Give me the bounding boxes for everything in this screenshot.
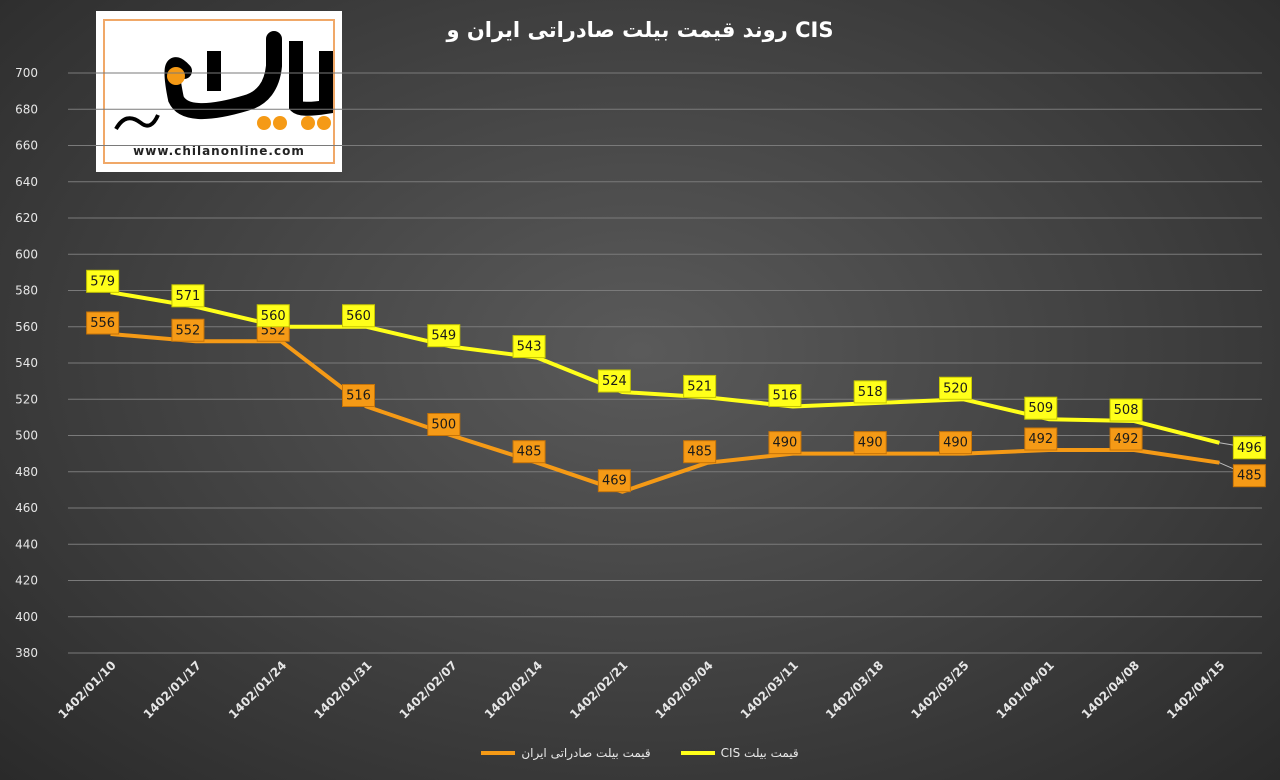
x-tick-label: 1402/03/25 <box>908 658 971 721</box>
data-label: 516 <box>773 389 798 404</box>
data-label: 549 <box>431 329 456 344</box>
data-label-box <box>512 440 546 464</box>
data-label-box <box>939 431 972 455</box>
legend-swatch-cis <box>680 751 715 755</box>
legend-item-cis: قیمت بیلت CIS <box>680 746 799 760</box>
data-label: 485 <box>517 445 542 460</box>
data-label-box <box>1232 464 1266 488</box>
data-label: 571 <box>176 289 201 304</box>
data-label: 485 <box>687 445 712 460</box>
data-label: 490 <box>858 436 883 451</box>
data-label: 492 <box>1028 432 1053 447</box>
data-label: 524 <box>602 374 627 389</box>
legend-swatch-iran <box>481 751 516 755</box>
y-tick-label: 500 <box>15 429 38 443</box>
x-tick-label: 1402/01/17 <box>141 658 204 721</box>
x-tick-label: 1402/03/11 <box>738 658 801 721</box>
y-tick-label: 420 <box>15 574 38 588</box>
data-label-box <box>768 431 802 455</box>
x-tick-label: 1402/03/18 <box>823 658 886 721</box>
series-line-0 <box>110 332 1220 494</box>
data-label-box <box>683 374 717 398</box>
data-label-box <box>171 284 205 308</box>
data-label-box <box>597 369 631 393</box>
legend-label-cis: قیمت بیلت CIS <box>720 746 799 760</box>
data-label-box <box>512 335 546 359</box>
data-label: 508 <box>1114 403 1139 418</box>
y-tick-label: 480 <box>15 465 38 479</box>
data-label: 509 <box>1028 401 1053 416</box>
data-label-box <box>1024 427 1058 451</box>
y-tick-label: 440 <box>15 537 38 551</box>
logo-url-text: www.chilanonline.com <box>133 144 305 158</box>
y-tick-label: 400 <box>15 610 38 624</box>
x-tick-label: 1402/04/15 <box>1164 658 1227 721</box>
data-label-box <box>1109 427 1143 451</box>
data-label: 516 <box>346 389 371 404</box>
legend-label-iran: قیمت بیلت صادراتی ایران <box>521 746 651 760</box>
data-label: 543 <box>517 340 542 355</box>
data-label-box <box>86 269 120 293</box>
data-label-box <box>171 318 205 342</box>
legend: قیمت بیلت صادراتی ایران قیمت بیلت CIS <box>0 746 1280 760</box>
y-tick-label: 680 <box>15 102 38 116</box>
y-tick-label: 660 <box>15 139 38 153</box>
y-tick-label: 700 <box>15 66 38 80</box>
data-label-box <box>768 384 802 407</box>
data-label-box <box>939 376 972 400</box>
y-tick-label: 540 <box>15 356 38 370</box>
data-label-box <box>256 304 290 328</box>
data-label-box <box>1232 436 1266 460</box>
y-tick-label: 560 <box>15 320 38 334</box>
data-label-box <box>597 469 631 493</box>
data-label: 521 <box>687 379 712 394</box>
data-label: 579 <box>90 274 115 289</box>
data-label-box <box>342 304 375 328</box>
x-tick-label: 1402/03/04 <box>652 658 715 721</box>
x-tick-label: 1402/01/31 <box>311 658 374 721</box>
data-label: 492 <box>1114 432 1139 447</box>
data-label: 490 <box>773 436 798 451</box>
y-tick-label: 640 <box>15 175 38 189</box>
y-tick-label: 580 <box>15 284 38 298</box>
x-tick-label: 1402/04/08 <box>1079 658 1142 721</box>
y-tick-label: 520 <box>15 392 38 406</box>
data-label: 518 <box>858 385 883 400</box>
x-tick-label: 1402/02/21 <box>567 658 630 721</box>
y-tick-label: 600 <box>15 247 38 261</box>
data-label: 485 <box>1237 469 1262 484</box>
data-label-box <box>1024 396 1058 420</box>
data-label: 520 <box>943 381 968 396</box>
data-label: 560 <box>346 309 371 324</box>
data-label: 496 <box>1237 441 1262 456</box>
data-label: 552 <box>176 323 201 338</box>
data-label: 469 <box>602 474 627 489</box>
data-label-box <box>427 324 461 348</box>
logo-frame <box>103 19 335 164</box>
data-label-box <box>1109 398 1143 422</box>
x-tick-label: 1402/02/07 <box>397 658 460 721</box>
data-label-box <box>683 440 717 464</box>
data-label-box <box>853 380 887 404</box>
x-tick-label: 1402/02/14 <box>482 658 545 721</box>
y-tick-label: 460 <box>15 501 38 515</box>
data-label-box <box>427 413 461 436</box>
data-label: 490 <box>943 436 968 451</box>
x-tick-label: 1402/01/24 <box>226 658 289 721</box>
y-tick-label: 380 <box>15 646 38 660</box>
x-tick-label: 1401/04/01 <box>994 658 1057 721</box>
data-label: 560 <box>261 309 286 324</box>
chart-title: روند قیمت بیلت صادراتی ایران و CIS <box>446 18 834 42</box>
legend-item-iran: قیمت بیلت صادراتی ایران <box>481 746 651 760</box>
data-label-box <box>342 384 375 407</box>
data-label-box <box>86 311 120 335</box>
data-label: 556 <box>90 316 115 331</box>
x-tick-label: 1402/01/10 <box>55 658 118 721</box>
data-label: 500 <box>431 418 456 433</box>
y-tick-label: 620 <box>15 211 38 225</box>
data-label-box <box>853 431 887 455</box>
